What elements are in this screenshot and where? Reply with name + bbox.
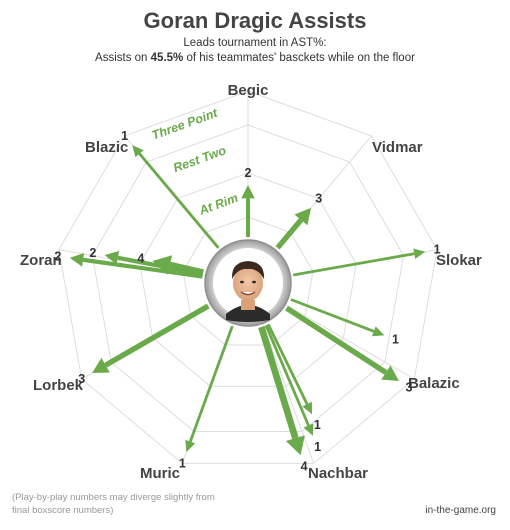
arrow-muric-three-point-8-shaft — [188, 325, 234, 443]
arrow-lorbek-three-point-9 — [92, 303, 210, 373]
arrow-muric-three-point-8-head — [185, 439, 196, 453]
count-label-vidmar-1: 3 — [315, 192, 322, 206]
count-label-blazic-13: 1 — [121, 129, 128, 143]
chart-subtitle: Leads tournament in AST%: — [183, 37, 327, 49]
count-label-balazic-4: 3 — [406, 381, 413, 395]
count-label-nachbar-6: 1 — [314, 440, 321, 454]
player-portrait — [204, 239, 292, 327]
arrow-slokar-three-point-2-head — [413, 248, 426, 259]
arrow-zoran-three-point-10-shaft — [82, 257, 203, 279]
arrow-balazic-rest-two-3-head — [371, 326, 385, 337]
assist-arrows — [69, 145, 426, 456]
player-labels: Begic Vidmar Slokar Balazic Nachbar Muric Lorb… — [20, 82, 482, 482]
arrow-lorbek-three-point-9-head — [92, 357, 110, 373]
arrow-blazic-three-point-13 — [132, 145, 220, 249]
player-label-blazic: Blazic — [85, 139, 128, 156]
arrow-vidmar-at-rim-1 — [275, 207, 311, 250]
source-credit: in-the-game.org — [425, 505, 496, 516]
player-label-begic: Begic — [228, 82, 269, 99]
subtitle-post: of his teammates' basckets while on the … — [183, 52, 415, 64]
arrow-nachbar-rest-two-5-shaft — [266, 323, 309, 405]
arrow-nachbar-three-point-7 — [258, 326, 305, 456]
count-label-lorbek-9: 3 — [78, 372, 85, 386]
arrow-balazic-three-point-4-shaft — [285, 305, 388, 375]
arrow-zoran-rest-two-11-head — [104, 251, 120, 265]
arrow-begic-at-rim-0 — [241, 185, 255, 237]
arrow-slokar-three-point-2-shaft — [293, 252, 415, 277]
radar-ring-2 — [139, 172, 357, 387]
count-label-zoran-10: 2 — [54, 249, 61, 263]
player-label-zoran: Zoran — [20, 252, 62, 269]
arrow-lorbek-three-point-9-shaft — [104, 303, 210, 368]
arrow-nachbar-three-point-7-head — [285, 435, 305, 456]
player-label-nachbar: Nachbar — [308, 465, 368, 482]
face-icon — [226, 261, 270, 322]
arrow-vidmar-at-rim-1-head — [294, 207, 311, 226]
player-label-vidmar: Vidmar — [372, 139, 423, 156]
arrow-zoran-at-rim-12-head — [152, 255, 173, 275]
arrow-slokar-three-point-2 — [293, 248, 426, 277]
subtitle-percentage: 45.5% — [150, 52, 184, 64]
arrow-balazic-rest-two-3-shaft — [290, 298, 375, 333]
arrow-zoran-at-rim-12-shaft — [169, 261, 204, 276]
arrow-zoran-at-rim-12 — [152, 255, 204, 276]
count-label-zoran-11: 2 — [89, 246, 96, 260]
arrow-vidmar-at-rim-1-shaft — [275, 218, 304, 250]
arrow-nachbar-three-point-7-shaft — [258, 326, 299, 440]
count-label-nachbar-7: 4 — [301, 460, 308, 474]
count-label-balazic-3: 1 — [392, 333, 399, 347]
footnote: (Play-by-play numbers may diverge slight… — [12, 492, 215, 516]
player-label-lorbek: Lorbek — [33, 377, 84, 394]
radar-ring-1 — [182, 216, 314, 346]
arrow-nachbar-rest-two-5 — [266, 323, 312, 415]
chart-title: Goran Dragic Assists — [143, 8, 367, 33]
player-label-slokar: Slokar — [436, 252, 482, 269]
count-label-slokar-2: 1 — [434, 243, 441, 257]
arrow-zoran-three-point-10-head — [69, 253, 84, 267]
subtitle-pre: Assists on — [95, 52, 151, 64]
count-label-muric-8: 1 — [179, 456, 186, 470]
arrow-nachbar-rest-two-6-head — [303, 423, 314, 436]
ring-label-rest-two: Rest Two — [171, 143, 228, 175]
arrow-balazic-three-point-4 — [285, 305, 399, 381]
radar-ring-4 — [58, 90, 438, 464]
player-label-muric: Muric — [140, 465, 180, 482]
arrow-nachbar-rest-two-5-head — [302, 401, 312, 415]
arrow-muric-three-point-8 — [185, 325, 234, 453]
arrow-balazic-rest-two-3 — [290, 298, 385, 337]
radar-ring-3 — [91, 124, 405, 432]
player-label-balazic: Balazic — [408, 375, 460, 392]
ring-label-at-rim: At Rim — [196, 191, 240, 218]
chart-subtitle-stat: Assists on 45.5% of his teammates' basck… — [0, 52, 510, 64]
arrow-nachbar-rest-two-6 — [264, 324, 314, 436]
count-label-nachbar-5: 1 — [314, 418, 321, 432]
arrow-begic-at-rim-0-head — [241, 185, 255, 199]
ring-label-three-point: Three Point — [150, 106, 220, 143]
count-label-zoran-12: 4 — [137, 251, 144, 265]
arrow-blazic-three-point-13-head — [132, 145, 144, 158]
arrow-blazic-three-point-13-shaft — [138, 152, 220, 249]
arrow-nachbar-rest-two-6-shaft — [264, 324, 310, 427]
arrow-zoran-three-point-10 — [69, 253, 203, 279]
arrow-balazic-three-point-4-head — [381, 365, 399, 381]
count-label-begic-0: 2 — [245, 166, 252, 180]
